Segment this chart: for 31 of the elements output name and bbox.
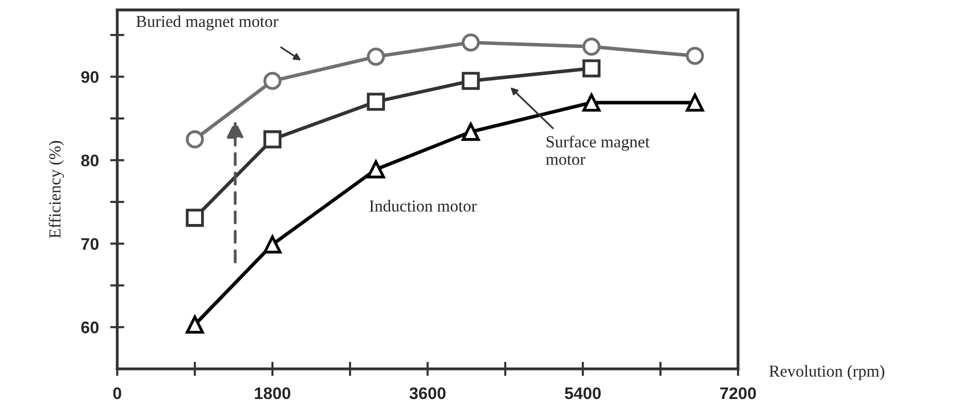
point (582, 38, 600, 56)
x-tick-label: 5400 (564, 387, 601, 400)
point (462, 33, 480, 52)
point (582, 94, 600, 112)
point (462, 72, 480, 90)
y-tick-label: 70 (81, 238, 99, 250)
point (366, 92, 385, 111)
y-axis-title: Efficiency (%) (48, 141, 64, 238)
point (186, 316, 204, 334)
x-axis-title: Revolution (rpm) (769, 365, 884, 380)
annotation: Surface magnet motor (546, 136, 650, 165)
point (462, 122, 480, 141)
point (186, 130, 204, 148)
x-tick-label: 1800 (254, 387, 290, 400)
point (263, 72, 282, 90)
point (686, 94, 704, 112)
y-tick-label: 90 (81, 71, 99, 83)
point (686, 46, 704, 65)
y-tick-label: 60 (81, 322, 99, 334)
point (366, 160, 385, 178)
annotation: Buried magnet motor (136, 15, 278, 30)
point (366, 48, 385, 66)
point (263, 130, 282, 148)
x-tick-label: 0 (113, 387, 122, 400)
annotation: Induction motor (370, 200, 477, 212)
point (582, 59, 600, 78)
x-tick-label: 7200 (720, 387, 756, 400)
x-tick-label: 3600 (409, 387, 446, 400)
point (263, 235, 282, 254)
point (186, 208, 204, 227)
y-tick-label: 80 (81, 154, 99, 166)
